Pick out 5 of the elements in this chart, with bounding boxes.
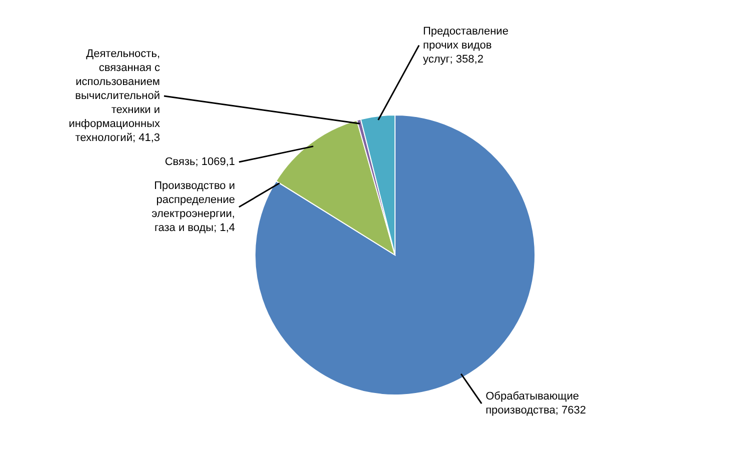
slice-label: Связь; 1069,1 (164, 156, 235, 168)
slice-label: Производство и распределение электроэнергии, газа и воды; 1,4 (152, 180, 235, 234)
slice-label: Деятельность, связанная с использованием вычислительной техники и информационных технологий; 41,3 (68, 48, 160, 144)
slice-label: Предоставление прочих видов услуг; 358,2 (423, 25, 508, 66)
slice-label: Обрабатывающие производства; 7632 (486, 390, 586, 417)
